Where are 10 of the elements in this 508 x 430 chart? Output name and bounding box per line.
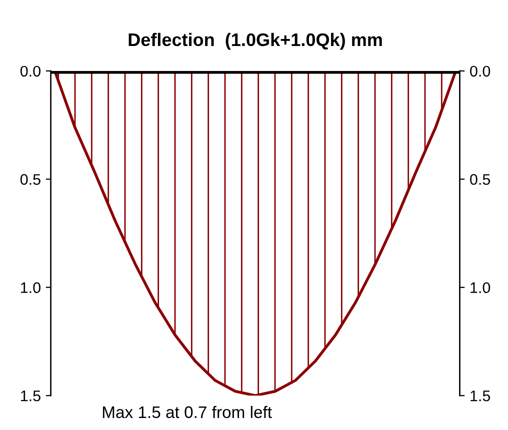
- text: Max 1.5 at 0.7 from left: [102, 406, 272, 418]
- y2-tick-label: 0.5: [470, 174, 490, 185]
- y-tick-label: 0.5: [20, 174, 40, 185]
- y2-tick-label: 1.0: [470, 282, 490, 294]
- chart-title: Deflection (1.0Gk+1.0Qk) mm: [128, 32, 382, 50]
- y-tick-label: 1.0: [21, 282, 40, 294]
- y-tick-label: 0.0: [20, 66, 40, 77]
- y2-tick-label: 1.5: [470, 390, 490, 402]
- y-tick-label: 1.5: [21, 390, 40, 402]
- y2-tick-label: 0.0: [470, 66, 490, 77]
